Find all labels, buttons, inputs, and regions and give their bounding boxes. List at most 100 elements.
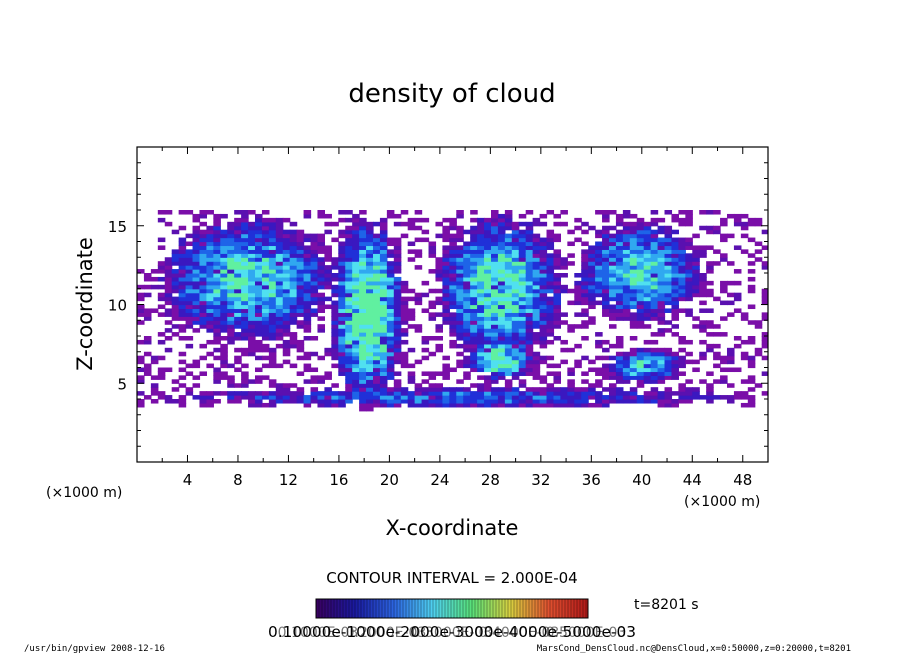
- cloud-cell: [497, 221, 506, 227]
- cloud-cell: [525, 308, 534, 313]
- cloud-cell: [414, 265, 423, 270]
- cloud-cell: [574, 292, 582, 298]
- cloud-cell: [553, 363, 562, 369]
- cloud-cell: [497, 351, 506, 357]
- cloud-cell: [532, 351, 541, 357]
- cloud-cell: [650, 237, 659, 243]
- cloud-cell: [664, 265, 673, 270]
- cloud-cell: [449, 304, 457, 310]
- cloud-cell: [463, 229, 471, 235]
- cloud-cell: [428, 245, 437, 250]
- cloud-cell: [477, 217, 485, 223]
- cloud-cell: [650, 359, 659, 365]
- cloud-cell: [490, 395, 499, 400]
- cloud-cell: [303, 210, 312, 215]
- cloud-cell: [740, 391, 749, 396]
- cloud-cell: [504, 300, 513, 306]
- cloud-cell: [643, 280, 652, 286]
- cloud-cell: [560, 312, 568, 317]
- cloud-cell: [553, 273, 562, 278]
- cloud-cell: [664, 269, 673, 274]
- cloud-cell: [372, 237, 381, 243]
- cloud-cell: [171, 269, 180, 274]
- cloud-cell: [386, 241, 395, 247]
- cloud-cell: [268, 336, 277, 341]
- cloud-cell: [414, 387, 423, 392]
- cloud-cell: [560, 395, 568, 400]
- cloud-cell: [574, 296, 582, 302]
- cloud-cell: [234, 280, 242, 286]
- cloud-cell: [685, 273, 693, 278]
- cloud-cell: [657, 257, 666, 262]
- cloud-cell: [490, 269, 499, 274]
- cloud-cell: [213, 269, 221, 274]
- cloud-cell: [289, 257, 298, 262]
- cloud-cell: [241, 347, 249, 353]
- cloud-cell: [671, 312, 679, 317]
- cloud-cell: [254, 395, 263, 400]
- cloud-cell: [282, 280, 291, 286]
- cloud-cell: [532, 324, 541, 329]
- cloud-cell: [615, 395, 624, 400]
- cloud-cell: [282, 312, 291, 317]
- cloud-cell: [456, 363, 464, 369]
- cloud-cell: [275, 261, 284, 266]
- cloud-cell: [546, 300, 555, 306]
- cloud-cell: [685, 253, 693, 258]
- cloud-cell: [241, 249, 249, 254]
- cloud-cell: [178, 300, 187, 306]
- cloud-cell: [463, 241, 471, 247]
- cloud-cell: [227, 249, 235, 254]
- cloud-cell: [518, 273, 527, 278]
- cloud-cell: [629, 245, 638, 250]
- cloud-cell: [490, 276, 499, 282]
- cloud-cell: [518, 257, 527, 262]
- cloud-cell: [289, 288, 298, 294]
- cloud-cell: [504, 387, 513, 392]
- cloud-cell: [622, 355, 631, 361]
- cloud-cell: [206, 288, 214, 294]
- cloud-cell: [164, 261, 173, 266]
- cloud-cell: [407, 324, 416, 329]
- cloud-cell: [720, 316, 728, 321]
- cloud-cell: [428, 288, 437, 294]
- cloud-cell: [650, 351, 659, 357]
- cloud-cell: [643, 308, 652, 313]
- cloud-cell: [588, 253, 596, 258]
- cloud-cell: [622, 399, 631, 404]
- cloud-cell: [615, 245, 624, 250]
- cloud-cell: [234, 395, 242, 400]
- cloud-cell: [706, 225, 714, 231]
- cloud-cell: [227, 269, 235, 274]
- cloud-cell: [678, 273, 686, 278]
- cloud-cell: [518, 312, 527, 317]
- cloud-cell: [518, 363, 527, 369]
- cloud-cell: [511, 351, 520, 357]
- cloud-cell: [504, 257, 513, 262]
- cloud-cell: [754, 217, 763, 223]
- cloud-cell: [254, 221, 263, 227]
- cloud-cell: [372, 320, 381, 325]
- cloud-cell: [754, 324, 763, 329]
- cloud-cell: [442, 304, 450, 310]
- cloud-cell: [185, 284, 194, 290]
- cloud-cell: [393, 241, 402, 247]
- cloud-cell: [282, 276, 291, 282]
- cloud-cell: [497, 233, 506, 239]
- cloud-cell: [428, 399, 437, 404]
- cloud-cell: [317, 276, 326, 282]
- cloud-cell: [699, 320, 707, 325]
- cloud-cell: [685, 269, 693, 274]
- cloud-cell: [470, 217, 478, 223]
- cloud-cell: [463, 253, 471, 258]
- cloud-cell: [664, 355, 673, 361]
- cloud-cell: [685, 217, 693, 223]
- cloud-cell: [470, 233, 478, 239]
- cloud-cell: [185, 316, 194, 321]
- cloud-cell: [157, 339, 166, 345]
- cloud-cell: [497, 363, 506, 369]
- cloud-cell: [352, 320, 360, 325]
- cloud-cell: [595, 339, 603, 345]
- cloud-cell: [615, 273, 624, 278]
- cloud-cell: [289, 253, 298, 258]
